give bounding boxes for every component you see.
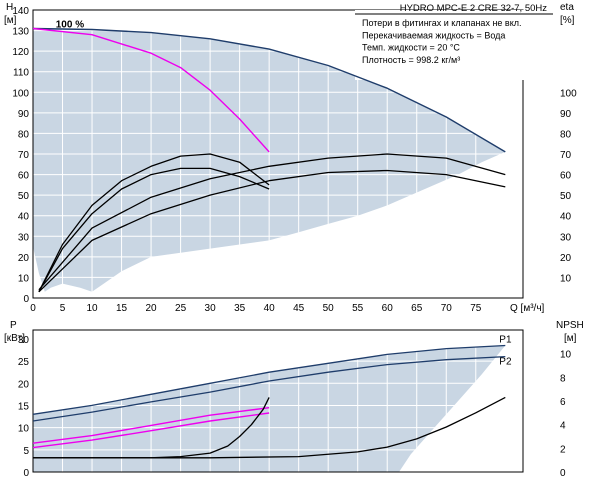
y-tick-label: 100 — [12, 88, 29, 99]
y2-tick-label: 0 — [560, 468, 566, 479]
efficiency-curve — [38, 169, 506, 293]
y-tick-label: 0 — [23, 468, 29, 479]
y-tick-label: 120 — [12, 47, 29, 58]
y-axis-unit: [м] — [4, 15, 17, 26]
y2-tick-label: 8 — [560, 373, 566, 384]
y2-axis-unit-npsh: [м] — [564, 333, 577, 344]
y2-axis-label-npsh: NPSH — [556, 320, 584, 331]
power-curve-min — [32, 407, 270, 444]
efficiency-curve — [38, 167, 270, 293]
y2-tick-label: 60 — [560, 171, 572, 182]
head-curve-min — [32, 27, 270, 153]
y2-tick-label: 6 — [560, 397, 566, 408]
y-tick-label: 10 — [18, 273, 30, 284]
y-tick-label: 140 — [12, 6, 29, 17]
y-tick-label: 25 — [18, 357, 30, 368]
x-tick-label: 15 — [116, 303, 128, 314]
plot-frame-power — [32, 329, 524, 473]
y2-tick-label: 50 — [560, 191, 572, 202]
y-tick-label: 90 — [18, 109, 30, 120]
y2-axis-label: eta — [560, 2, 574, 13]
info-line: Перекачиваемая жидкость = Вода — [362, 30, 505, 40]
y-tick-label: 110 — [13, 68, 29, 79]
y-tick-label: 0 — [23, 294, 29, 305]
y2-axis-unit: [%] — [560, 15, 575, 26]
y-tick-label: 80 — [18, 129, 30, 140]
y2-tick-label: 20 — [560, 253, 572, 264]
x-tick-label: 10 — [86, 303, 98, 314]
y2-tick-label: 80 — [560, 129, 572, 140]
y-tick-label: 10 — [18, 424, 30, 435]
x-tick-label: 40 — [264, 303, 276, 314]
y2-tick-label: 90 — [560, 109, 572, 120]
plot-frame — [32, 9, 524, 299]
y2-tick-label: 40 — [560, 212, 572, 223]
y-tick-label: 30 — [18, 232, 30, 243]
x-tick-label: 25 — [175, 303, 187, 314]
y2-tick-label: 10 — [560, 350, 572, 361]
x-tick-label: 65 — [411, 303, 423, 314]
y-axis-label: H — [6, 2, 13, 13]
info-line: Темп. жидкости = 20 °C — [362, 43, 460, 53]
series-label: P2 — [499, 357, 512, 368]
curve-label: 100 % — [56, 20, 84, 31]
x-tick-label: 20 — [146, 303, 158, 314]
x-tick-label: 75 — [470, 303, 482, 314]
npsh-curve — [33, 396, 506, 459]
y-tick-label: 70 — [18, 150, 30, 161]
x-tick-label: 5 — [60, 303, 66, 314]
series-label: P1 — [499, 335, 512, 346]
chart-title: HYDRO MPC-E 2 CRE 32-7, 50Hz — [400, 3, 548, 14]
y-axis-label-power: P — [10, 320, 17, 331]
y-tick-label: 60 — [18, 171, 30, 182]
y-tick-label: 20 — [18, 379, 30, 390]
x-tick-label: 35 — [234, 303, 246, 314]
y-tick-label: 130 — [12, 27, 29, 38]
power-curve-p2 — [32, 355, 506, 422]
y2-tick-label: 30 — [560, 232, 572, 243]
y2-tick-label: 100 — [560, 88, 577, 99]
y-tick-label: 20 — [18, 253, 30, 264]
x-tick-label: 55 — [352, 303, 364, 314]
y2-tick-label: 4 — [560, 421, 566, 432]
y2-tick-label: 70 — [560, 150, 572, 161]
y-tick-label: 40 — [18, 212, 30, 223]
y-tick-label: 5 — [23, 446, 29, 457]
x-axis-label: Q [м³/ч] — [510, 303, 545, 314]
y-tick-label: 50 — [18, 191, 30, 202]
efficiency-curve — [38, 153, 270, 293]
info-line: Плотность = 998.2 кг/м³ — [362, 55, 460, 65]
x-tick-label: 60 — [382, 303, 394, 314]
y-tick-label: 30 — [18, 335, 30, 346]
efficiency-curve — [38, 153, 506, 291]
info-line: Потери в фитингах и клапанах не вкл. — [362, 18, 522, 28]
x-tick-label: 0 — [30, 303, 36, 314]
power-curve-p1 — [32, 344, 506, 415]
y2-tick-label: 2 — [560, 444, 566, 455]
x-tick-label: 45 — [293, 303, 305, 314]
y-axis-unit-power: [кВт] — [4, 333, 25, 344]
head-curve — [32, 27, 506, 153]
power-curve-min — [32, 412, 270, 449]
x-tick-label: 50 — [323, 303, 335, 314]
x-tick-label: 30 — [205, 303, 217, 314]
y2-tick-label: 10 — [560, 273, 572, 284]
info-box — [355, 10, 553, 80]
x-tick-label: 70 — [441, 303, 453, 314]
y-tick-label: 15 — [18, 401, 30, 412]
